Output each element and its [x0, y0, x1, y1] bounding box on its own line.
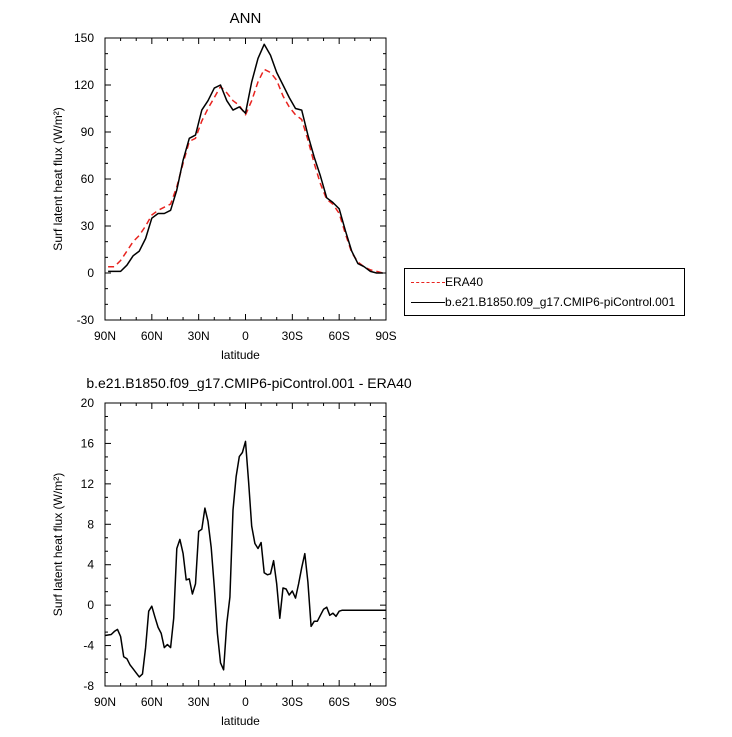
x-tick-label: 0	[242, 329, 249, 343]
x-tick-label: 90N	[94, 329, 116, 343]
series-line-1-2	[108, 43, 383, 274]
y-tick-label: 90	[81, 125, 95, 139]
y-axis-label: Surf latent heat flux (W/m²)	[51, 473, 65, 616]
x-tick-label: 90N	[94, 695, 116, 709]
x-tick-label: 60S	[328, 695, 349, 709]
x-axis-label: latitude	[221, 714, 260, 728]
y-tick-label: -8	[83, 679, 94, 693]
x-tick-label: 30N	[188, 695, 210, 709]
y-tick-label: 30	[81, 219, 95, 233]
plot-frame	[104, 37, 387, 321]
x-axis-label: latitude	[221, 348, 260, 362]
chart-panel-2: b.e21.B1850.f09_g17.CMIP6-piControl.001 …	[51, 375, 412, 728]
x-tick-label: 30N	[188, 329, 210, 343]
y-tick-label: 60	[81, 172, 95, 186]
y-tick-label: 12	[81, 477, 95, 491]
x-tick-label: 60S	[328, 329, 349, 343]
y-axis-label: Surf latent heat flux (W/m²)	[51, 107, 65, 250]
y-tick-label: 0	[87, 598, 94, 612]
x-tick-label: 60N	[141, 329, 163, 343]
x-tick-label: 0	[242, 695, 249, 709]
x-tick-label: 30S	[282, 329, 303, 343]
chart-title: b.e21.B1850.f09_g17.CMIP6-piControl.001 …	[86, 375, 412, 391]
y-tick-label: -4	[83, 639, 94, 653]
chart-title: ANN	[230, 10, 262, 27]
chart-panel-1: ANN -30 0 30 60 90 120 150 90N 60N 30N 0 30S 60S 90S la…	[51, 10, 397, 362]
y-tick-label: 150	[74, 31, 94, 45]
legend-swatch-model	[411, 302, 445, 303]
series-line-2-1	[104, 440, 386, 678]
y-tick-label: 120	[74, 78, 94, 92]
y-tick-label: 8	[87, 517, 94, 531]
legend: ERA40 b.e21.B1850.f09_g17.CMIP6-piContro…	[404, 268, 685, 316]
x-tick-label: 90S	[375, 695, 396, 709]
legend-entry-era40: ERA40	[405, 273, 684, 293]
legend-swatch-era40	[411, 282, 445, 283]
y-tick-label: 4	[87, 558, 94, 572]
series-line-1-1	[108, 68, 384, 274]
x-tick-label: 90S	[375, 329, 396, 343]
legend-entry-model: b.e21.B1850.f09_g17.CMIP6-piControl.001	[405, 293, 684, 313]
y-tick-label: 16	[81, 436, 95, 450]
legend-label-era40: ERA40	[445, 275, 484, 289]
legend-label-model: b.e21.B1850.f09_g17.CMIP6-piControl.001	[445, 295, 676, 309]
y-tick-label: 0	[87, 266, 94, 280]
x-tick-label: 30S	[282, 695, 303, 709]
x-tick-label: 60N	[141, 695, 163, 709]
y-tick-label: -30	[77, 313, 95, 327]
y-tick-label: 20	[81, 396, 95, 410]
